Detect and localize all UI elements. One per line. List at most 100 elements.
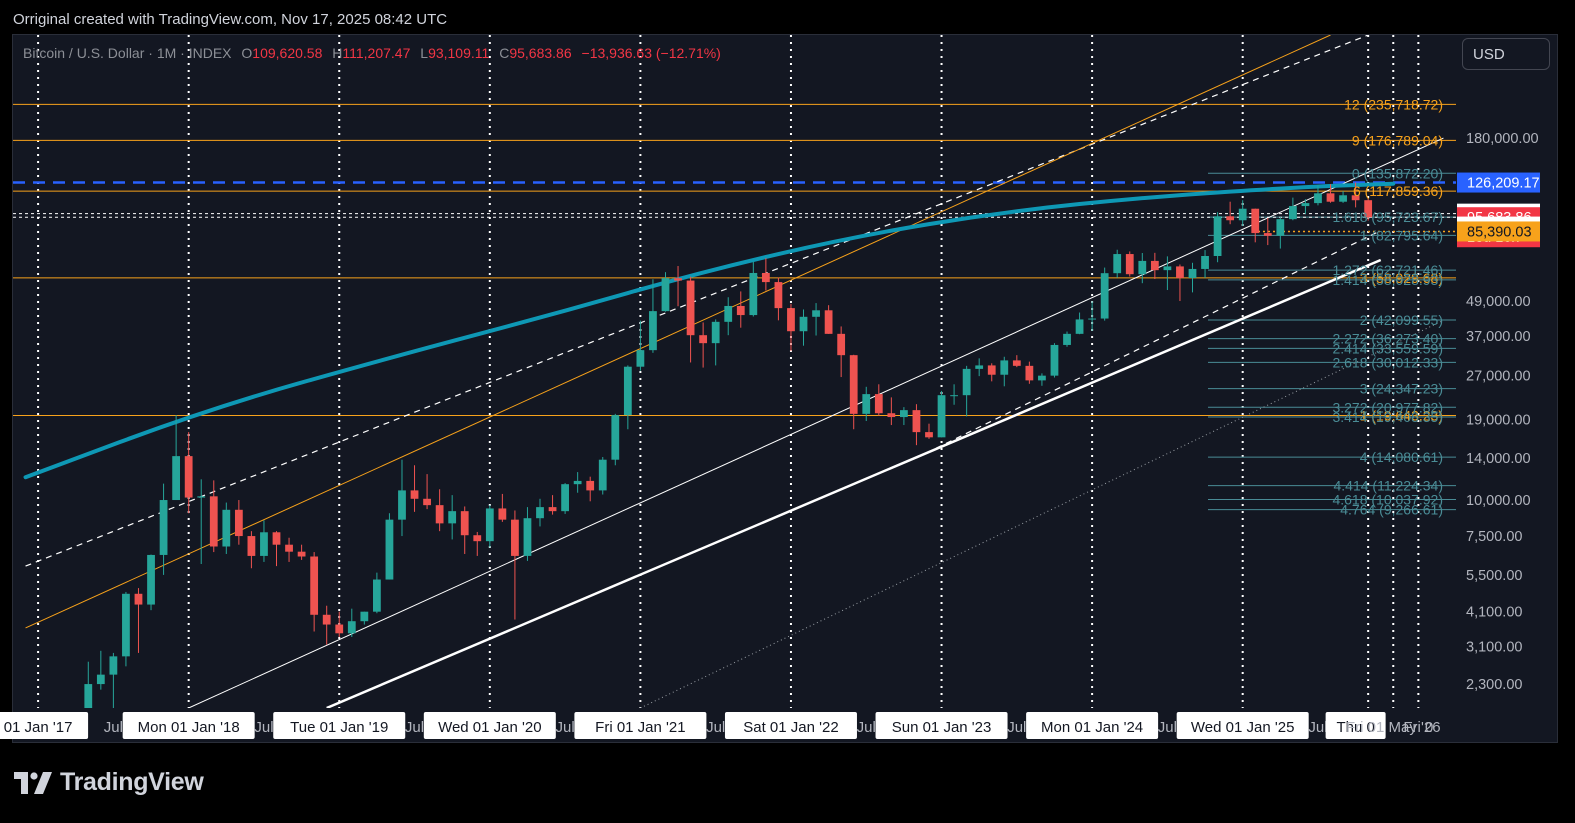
candle <box>222 502 231 554</box>
candle <box>122 591 130 667</box>
close-value: 95,683.86 <box>509 45 572 61</box>
low-label: L <box>420 45 429 61</box>
candle <box>147 554 155 611</box>
candle-body <box>285 544 293 552</box>
candle-body <box>749 272 758 316</box>
candle <box>761 258 770 291</box>
tradingview-logo-icon <box>14 771 52 794</box>
candle <box>900 407 908 426</box>
price-axis-tick: 10,000.00 <box>1466 493 1531 509</box>
candle-body <box>912 410 921 433</box>
candle <box>1263 218 1272 246</box>
time-label-box <box>1026 712 1159 739</box>
candle-body <box>234 509 243 537</box>
candle-body <box>548 507 557 512</box>
high-label: H <box>332 45 343 61</box>
candle-body <box>812 310 820 317</box>
candle-body <box>1000 360 1009 375</box>
price-axis-tick: 27,000.00 <box>1466 369 1531 385</box>
candle <box>561 483 569 514</box>
candle <box>674 266 682 307</box>
currency-selector[interactable]: USD <box>1462 38 1550 70</box>
candle-body <box>536 507 544 519</box>
candle <box>197 479 206 565</box>
candle-body <box>84 684 93 708</box>
candle-body <box>887 413 896 418</box>
candle <box>975 358 984 377</box>
candle <box>962 365 971 417</box>
candle-body <box>485 508 494 542</box>
candle-body <box>874 394 883 414</box>
candle-body <box>247 536 256 556</box>
candle <box>372 572 381 614</box>
candle-body <box>623 366 632 416</box>
fib-label: 4 (14,080.61) <box>1360 449 1443 465</box>
candle <box>686 276 695 363</box>
candle <box>711 319 720 366</box>
candle-body <box>573 480 582 485</box>
candle <box>1012 355 1021 368</box>
candle-body <box>674 278 682 281</box>
candle <box>285 537 293 562</box>
candle <box>184 432 193 514</box>
candle <box>837 326 846 378</box>
candle-body <box>586 480 595 491</box>
trend-line-orange-diagonal <box>25 35 1331 629</box>
candle <box>109 652 118 708</box>
candle-body <box>435 505 444 524</box>
candle <box>987 363 996 382</box>
candle <box>360 611 369 625</box>
time-label-box <box>724 712 857 739</box>
candle-body <box>473 535 482 542</box>
candle <box>1276 217 1285 249</box>
candle <box>511 510 519 620</box>
candle <box>1226 201 1235 225</box>
candle-body <box>950 395 958 397</box>
time-axis-label: Jul <box>405 719 424 736</box>
price-badge: 85,390.03 <box>1457 221 1540 242</box>
price-axis-tick: 49,000.00 <box>1466 294 1531 310</box>
candle-body <box>222 509 231 547</box>
candle-body <box>460 511 469 536</box>
candle <box>485 505 494 548</box>
candle-body <box>360 611 369 622</box>
candle-body <box>1288 206 1297 220</box>
candle <box>1288 197 1297 221</box>
candle-body <box>272 532 281 545</box>
time-axis-label: Mon 01 Jan '24 <box>1041 719 1143 736</box>
candle <box>473 531 482 556</box>
candle-body <box>1213 216 1222 256</box>
price-axis-tick: 180,000.00 <box>1466 131 1539 147</box>
candle <box>598 457 607 495</box>
candle-body <box>410 490 419 499</box>
candle <box>1150 252 1159 280</box>
candle-body <box>975 365 984 369</box>
candle-body <box>1125 254 1134 275</box>
candle <box>1339 191 1347 203</box>
trend-line-channel-lower-thick <box>326 258 1382 708</box>
candle-body <box>109 656 118 675</box>
candle <box>1025 361 1034 384</box>
fib-label: 4.764 (9,266.61) <box>1340 502 1443 518</box>
time-axis-label: Jul <box>254 719 273 736</box>
candle-body <box>724 305 733 322</box>
time-axis-label: Fri 01 Jan '21 <box>595 719 685 736</box>
candle-body <box>1163 266 1172 271</box>
candle <box>1100 267 1109 321</box>
candle-body <box>686 280 695 336</box>
candle <box>435 489 444 532</box>
tradingview-logo[interactable]: TradingView <box>14 768 204 797</box>
candle <box>623 365 632 430</box>
time-label-box <box>574 712 707 739</box>
candle-body <box>774 282 783 309</box>
candle-body <box>736 305 745 316</box>
price-badge: 126,209.17 <box>1457 172 1540 193</box>
candle-body <box>347 621 356 634</box>
time-label-box <box>1325 712 1386 739</box>
candle <box>649 279 657 353</box>
candle-body <box>1314 193 1322 204</box>
candle <box>937 390 946 438</box>
time-axis-label: Jul <box>1007 719 1026 736</box>
